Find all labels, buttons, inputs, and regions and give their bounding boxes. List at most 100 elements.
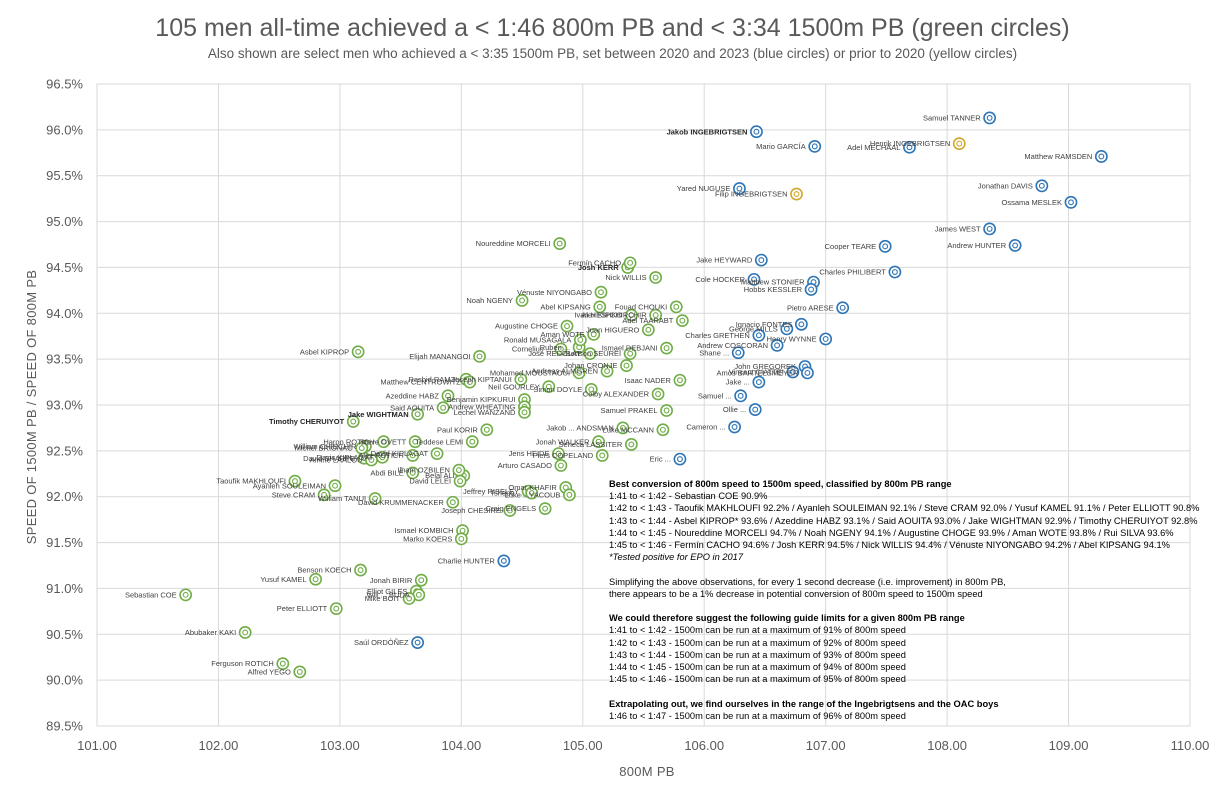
data-point-inner xyxy=(783,325,790,332)
point-label: Amine LAALOU xyxy=(310,456,363,465)
data-point-inner xyxy=(789,369,796,375)
data-point-inner xyxy=(663,407,670,414)
point-label: Charlie HUNTER xyxy=(438,557,496,566)
data-point-inner xyxy=(1038,182,1045,189)
data-point xyxy=(480,423,494,437)
data-point-inner xyxy=(556,240,563,247)
data-point xyxy=(554,459,568,472)
data-point-inner xyxy=(455,467,462,474)
data-point xyxy=(804,283,818,296)
point-label: Luke ...YACOUB xyxy=(505,490,561,499)
data-point-inner xyxy=(628,312,635,319)
x-tick-label: 103.00 xyxy=(320,738,360,753)
data-point xyxy=(673,452,687,466)
data-point xyxy=(515,294,529,307)
data-point xyxy=(317,488,331,502)
y-tick-label: 89.5% xyxy=(46,719,83,734)
data-point-inner xyxy=(355,348,362,355)
data-point xyxy=(587,327,601,341)
data-point-inner xyxy=(414,411,421,418)
data-point xyxy=(553,237,567,250)
labels-layer: Sebastian COE Abubaker KAKI Ferguson ROTIC… xyxy=(125,114,1092,677)
data-point xyxy=(329,602,343,616)
point-label: David KIPLAGAT xyxy=(371,449,429,458)
data-point xyxy=(430,447,444,461)
point-label: Abubaker KAKI xyxy=(185,628,236,637)
point-label: Vénuste NIYONGABO xyxy=(517,288,592,297)
point-label: Piers COPELAND xyxy=(533,451,594,460)
data-point-inner xyxy=(839,304,846,311)
point-label: Matthew STONIER xyxy=(741,278,805,287)
data-point-inner xyxy=(599,452,606,459)
data-point xyxy=(1094,150,1108,163)
data-point xyxy=(733,182,746,195)
data-point-inner xyxy=(415,591,422,598)
point-label: Juan HIGUERO xyxy=(586,325,640,334)
points-layer xyxy=(179,111,1108,679)
plot-area xyxy=(96,83,1191,727)
data-point xyxy=(354,563,367,577)
data-point xyxy=(411,407,425,421)
data-point-inner xyxy=(679,317,686,324)
data-point-inner xyxy=(774,342,781,349)
data-point-inner xyxy=(564,323,570,330)
data-point xyxy=(624,438,638,451)
data-point-inner xyxy=(445,392,451,399)
data-point-inner xyxy=(358,445,365,452)
point-label: Ignacio FONTES xyxy=(736,320,793,329)
data-point xyxy=(731,346,745,360)
data-point-inner xyxy=(645,326,652,333)
y-tick-label: 94.0% xyxy=(46,306,83,321)
data-point-inner xyxy=(469,438,476,445)
data-point-inner xyxy=(312,576,319,583)
data-point-inner xyxy=(595,438,602,445)
point-label: David LELEI xyxy=(409,477,451,486)
data-point-inner xyxy=(418,577,425,584)
point-label: Benson KOECH xyxy=(297,566,351,575)
data-point-inner xyxy=(459,527,466,534)
point-label: Peter ELLIOTT xyxy=(277,604,328,613)
point-label: Samuel TANNER xyxy=(923,114,981,123)
data-point-inner xyxy=(808,286,815,293)
data-point-inner xyxy=(663,345,670,352)
data-point-inner xyxy=(434,450,440,457)
data-point xyxy=(770,338,784,352)
note-row: 1:45 to < 1:46 - 1500m can be run at a m… xyxy=(609,674,906,685)
point-label: Aman WOTE xyxy=(541,330,585,339)
y-tick-label: 94.5% xyxy=(46,260,83,275)
point-label: Jonah BIRIR xyxy=(370,576,413,585)
data-point xyxy=(734,389,748,403)
data-point xyxy=(518,405,531,419)
point-label: Cooper TEARE xyxy=(825,242,877,251)
data-point-inner xyxy=(350,418,357,425)
point-label: Pietro ARESE xyxy=(787,303,834,312)
data-point-inner xyxy=(758,257,765,264)
data-point xyxy=(616,421,630,435)
data-point-inner xyxy=(321,491,328,498)
point-label: Sebastian COE xyxy=(125,590,177,599)
data-point xyxy=(624,308,638,322)
point-label: Ilham OZBILEN xyxy=(397,466,450,475)
data-point-inner xyxy=(528,490,535,496)
data-point-inner xyxy=(279,660,286,667)
data-point xyxy=(453,474,467,488)
data-point xyxy=(497,554,511,568)
x-axis-title: 800M PB xyxy=(619,764,675,779)
data-point xyxy=(408,435,422,449)
y-tick-label: 96.0% xyxy=(46,122,83,137)
point-label: Taoufik MAKHLOUFI xyxy=(216,477,286,486)
point-label: Cole HOCKER xyxy=(695,275,745,284)
point-label: Omar KHAFIR xyxy=(508,483,557,492)
point-label: Samuel PRAKEL xyxy=(600,406,657,415)
point-label: Noah NGENY xyxy=(466,296,513,305)
point-label: Jake HEYWARD xyxy=(696,256,753,265)
data-point xyxy=(983,111,997,125)
chart-title: 105 men all-time achieved a < 1:46 800m … xyxy=(155,14,1070,42)
point-label: Jake ... xyxy=(726,378,750,387)
note-heading-3: Extrapolating out, we find ourselves in … xyxy=(609,698,999,709)
data-point-inner xyxy=(555,450,562,457)
data-point-inner xyxy=(449,499,456,506)
point-label: Elliot GILES xyxy=(367,587,407,596)
data-point xyxy=(649,271,663,284)
point-label: Fermín CACHO xyxy=(568,258,621,267)
